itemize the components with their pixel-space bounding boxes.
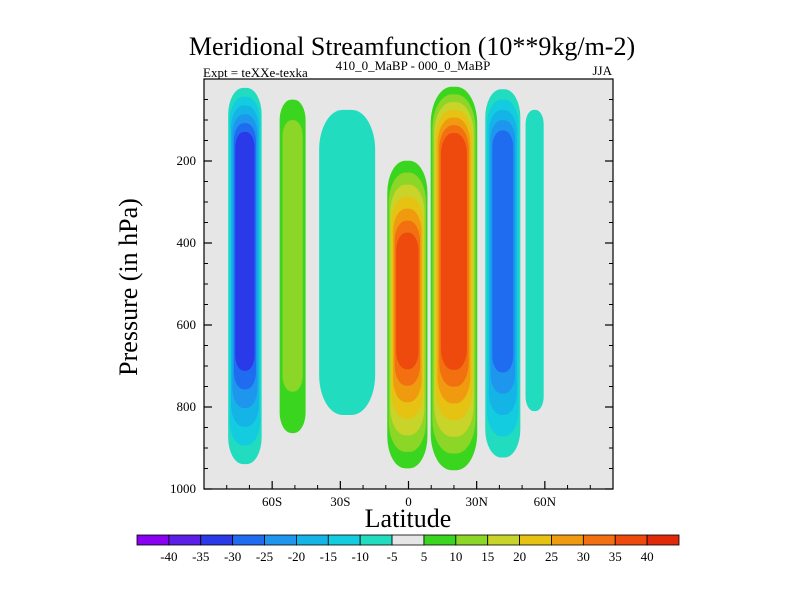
colorbar-label: 40 (641, 549, 654, 564)
colorbar-label: 25 (545, 549, 558, 564)
colorbar-label: 15 (481, 549, 494, 564)
colorbar-label: -20 (288, 549, 305, 564)
x-tick-label: 60S (262, 494, 282, 509)
colorbar-swatch (423, 534, 457, 546)
colorbar-swatch (614, 534, 648, 546)
chart-title: Meridional Streamfunction (10**9kg/m-2) (189, 32, 635, 61)
experiment-label: Expt = teXXe-texka (203, 65, 308, 80)
contour-level--35 (235, 131, 255, 371)
colorbar-label: 35 (609, 549, 622, 564)
contour-band-sh-midlat-weak (276, 79, 309, 475)
colorbar-swatch (582, 534, 616, 546)
colorbar-swatch (359, 534, 393, 546)
colorbar-swatch (168, 534, 202, 546)
colorbar-swatch (327, 534, 361, 546)
y-tick-label: 400 (177, 235, 197, 250)
x-tick-label: 60N (534, 494, 557, 509)
contour-level-15 (282, 120, 303, 392)
colorbar-label: 10 (449, 549, 462, 564)
contour-level--30 (492, 130, 514, 373)
colorbar-swatch (519, 534, 552, 546)
colorbar-label: 20 (513, 549, 526, 564)
colorbar-swatch (264, 534, 297, 546)
contour-band-nh-weak (522, 79, 548, 473)
colorbar-swatch (487, 534, 520, 546)
colorbar-label: -15 (320, 549, 337, 564)
colorbar-label: -25 (256, 549, 273, 564)
x-axis-label: Latitude (365, 504, 452, 533)
x-tick-label: 30N (465, 494, 488, 509)
y-tick-label: 1000 (170, 481, 196, 496)
contour-level-40 (396, 232, 419, 370)
colorbar-swatch (232, 534, 265, 546)
colorbar-swatch (136, 534, 170, 546)
contour-level--10 (319, 109, 376, 415)
colorbar-swatch (296, 534, 329, 546)
colorbar-swatch (551, 534, 584, 546)
colorbar-label: -30 (224, 549, 241, 564)
colorbar-swatch (455, 534, 489, 546)
contour-level-40 (440, 132, 467, 370)
y-tick-label: 600 (177, 317, 197, 332)
colorbar-label: 30 (577, 549, 590, 564)
colorbar-label: 5 (421, 549, 428, 564)
y-tick-label: 800 (177, 399, 197, 414)
contour-fill-layer (226, 79, 548, 487)
y-axis-label: Pressure (in hPa) (114, 198, 143, 376)
colorbar-label: -10 (352, 549, 369, 564)
contour-band-tropical-cell-north (428, 79, 479, 487)
colorbar-swatch (200, 534, 234, 546)
x-tick-label: 0 (405, 494, 412, 509)
colorbar-label: -40 (160, 549, 177, 564)
colorbar-label: -35 (192, 549, 209, 564)
y-axis-ticks: 200 400 600 800 1000 (170, 153, 613, 496)
x-tick-label: 30S (330, 494, 350, 509)
colorbar-swatch (646, 534, 680, 546)
contour-band-sh-polar-cell (226, 79, 264, 483)
colorbar: -40 -35 -30 -25 -20 -15 -10 -5 5 10 15 20 25 30 35 40 (136, 534, 680, 564)
contour-band-sh-ferrel-broad (308, 79, 386, 479)
colorbar-swatch (391, 534, 425, 546)
contour-level--10 (525, 109, 544, 412)
contour-band-nh-ferrel (483, 79, 523, 479)
contour-band-tropical-cell-south (385, 148, 429, 485)
x-axis-ticks: 60S 30S 0 30N 60N (262, 481, 557, 509)
colorbar-label: -5 (387, 549, 398, 564)
season-label: JJA (592, 63, 612, 78)
y-tick-label: 200 (177, 153, 197, 168)
period-difference-label: 410_0_MaBP - 000_0_MaBP (336, 58, 491, 73)
